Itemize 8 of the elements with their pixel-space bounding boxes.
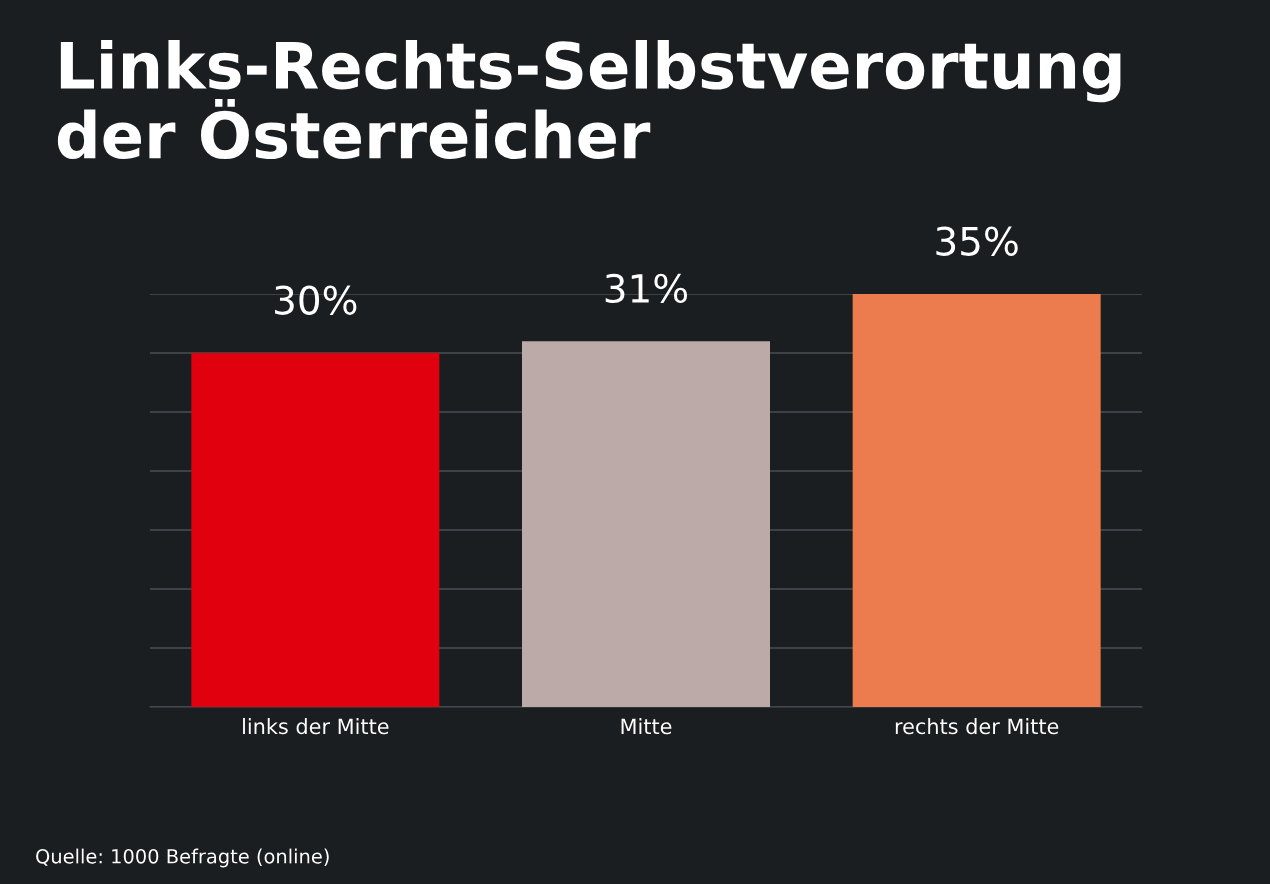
data-label: 35% [936,226,1018,256]
x-tick-label: links der Mitte [243,718,389,735]
x-tick-label: Mitte [621,718,672,735]
data-label: 31% [605,273,688,304]
data-label: 30% [275,285,357,315]
source-note: Quelle: 1000 Befragte (online) [36,848,329,868]
x-tick-label: rechts der Mitte [895,718,1059,735]
chart-title: Links-Rechts-Selbstverortung der Österreicher [57,40,1121,160]
